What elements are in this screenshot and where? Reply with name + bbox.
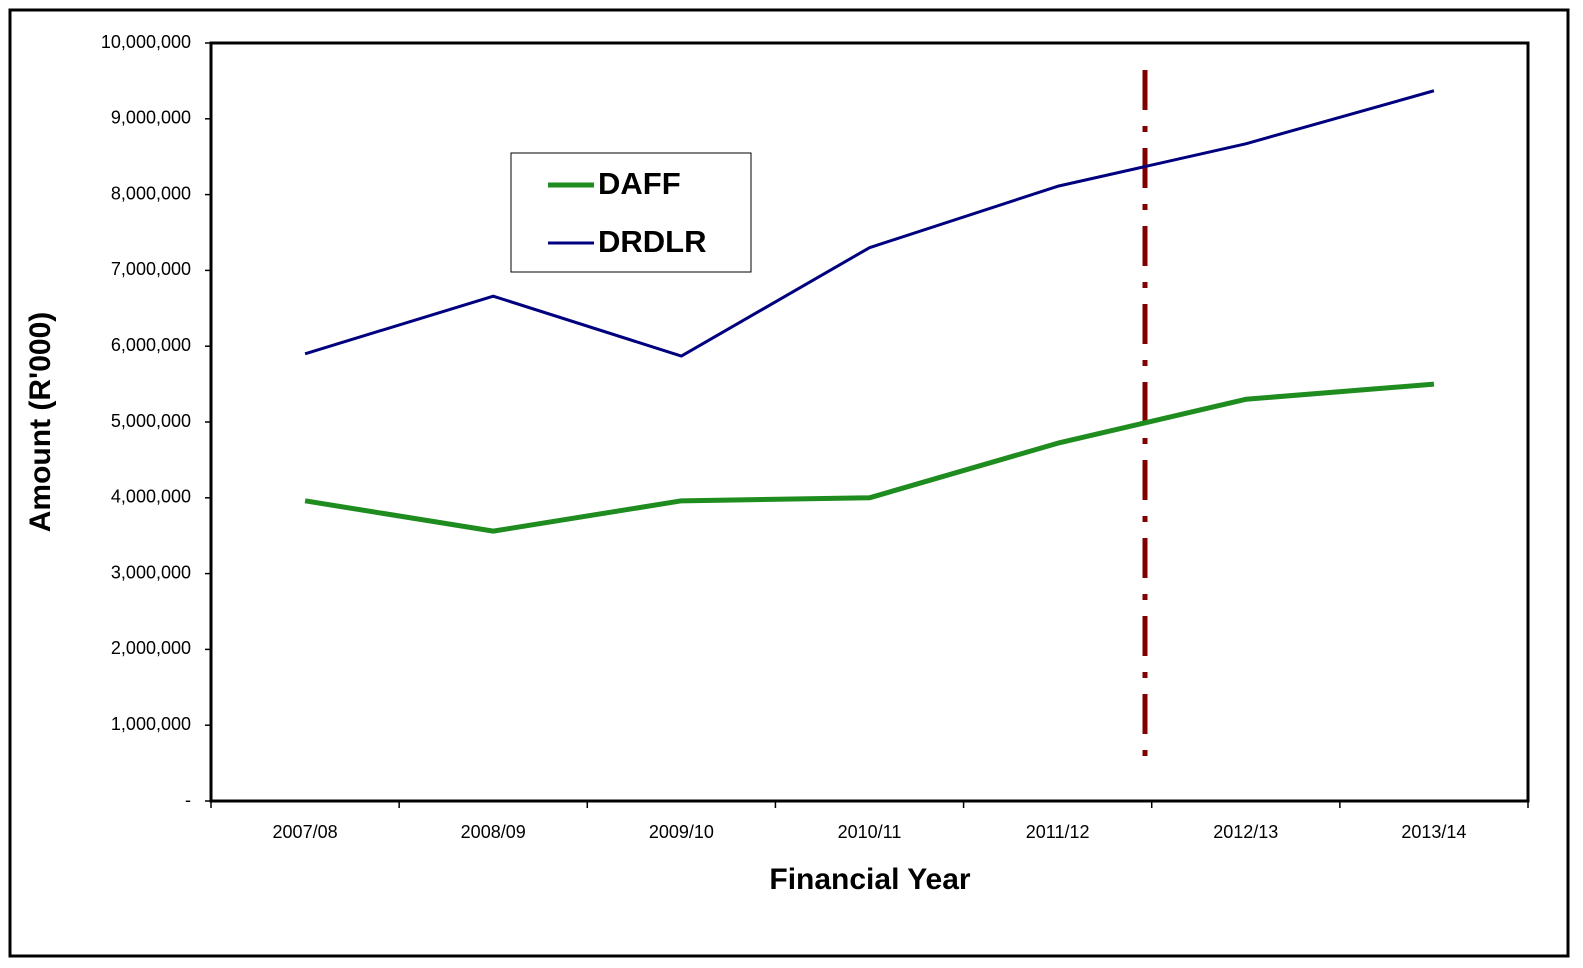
x-tick-label: 2009/10: [649, 822, 714, 842]
series-line: [304, 89, 1435, 358]
y-tick-label: 1,000,000: [111, 714, 191, 734]
y-axis-label: Amount (R'000): [24, 312, 57, 532]
y-tick-label: 10,000,000: [101, 32, 191, 52]
x-tick-label: 2010/11: [838, 822, 902, 842]
y-tick-label: 2,000,000: [111, 638, 191, 658]
y-tick-label: 8,000,000: [111, 183, 191, 203]
chart-border: [8, 8, 1570, 958]
y-tick-label: 5,000,000: [111, 411, 191, 431]
legend-label: DRDLR: [598, 224, 707, 259]
x-axis-label: Financial Year: [769, 863, 971, 896]
x-tick-label: 2011/12: [1026, 822, 1090, 842]
y-tick-label: -: [185, 790, 191, 810]
y-tick-label: 3,000,000: [111, 562, 191, 582]
series-line: [304, 381, 1435, 534]
y-tick-label: 4,000,000: [111, 487, 191, 507]
y-tick-label: 6,000,000: [111, 335, 191, 355]
x-tick-label: 2008/09: [461, 822, 526, 842]
legend: [510, 152, 752, 273]
y-tick-label: 9,000,000: [111, 108, 191, 128]
legend-label: DAFF: [598, 166, 681, 201]
x-tick-label: 2012/13: [1213, 822, 1278, 842]
y-tick-label: 7,000,000: [111, 259, 191, 279]
x-tick-label: 2007/08: [273, 822, 338, 842]
x-tick-label: 2013/14: [1401, 822, 1466, 842]
